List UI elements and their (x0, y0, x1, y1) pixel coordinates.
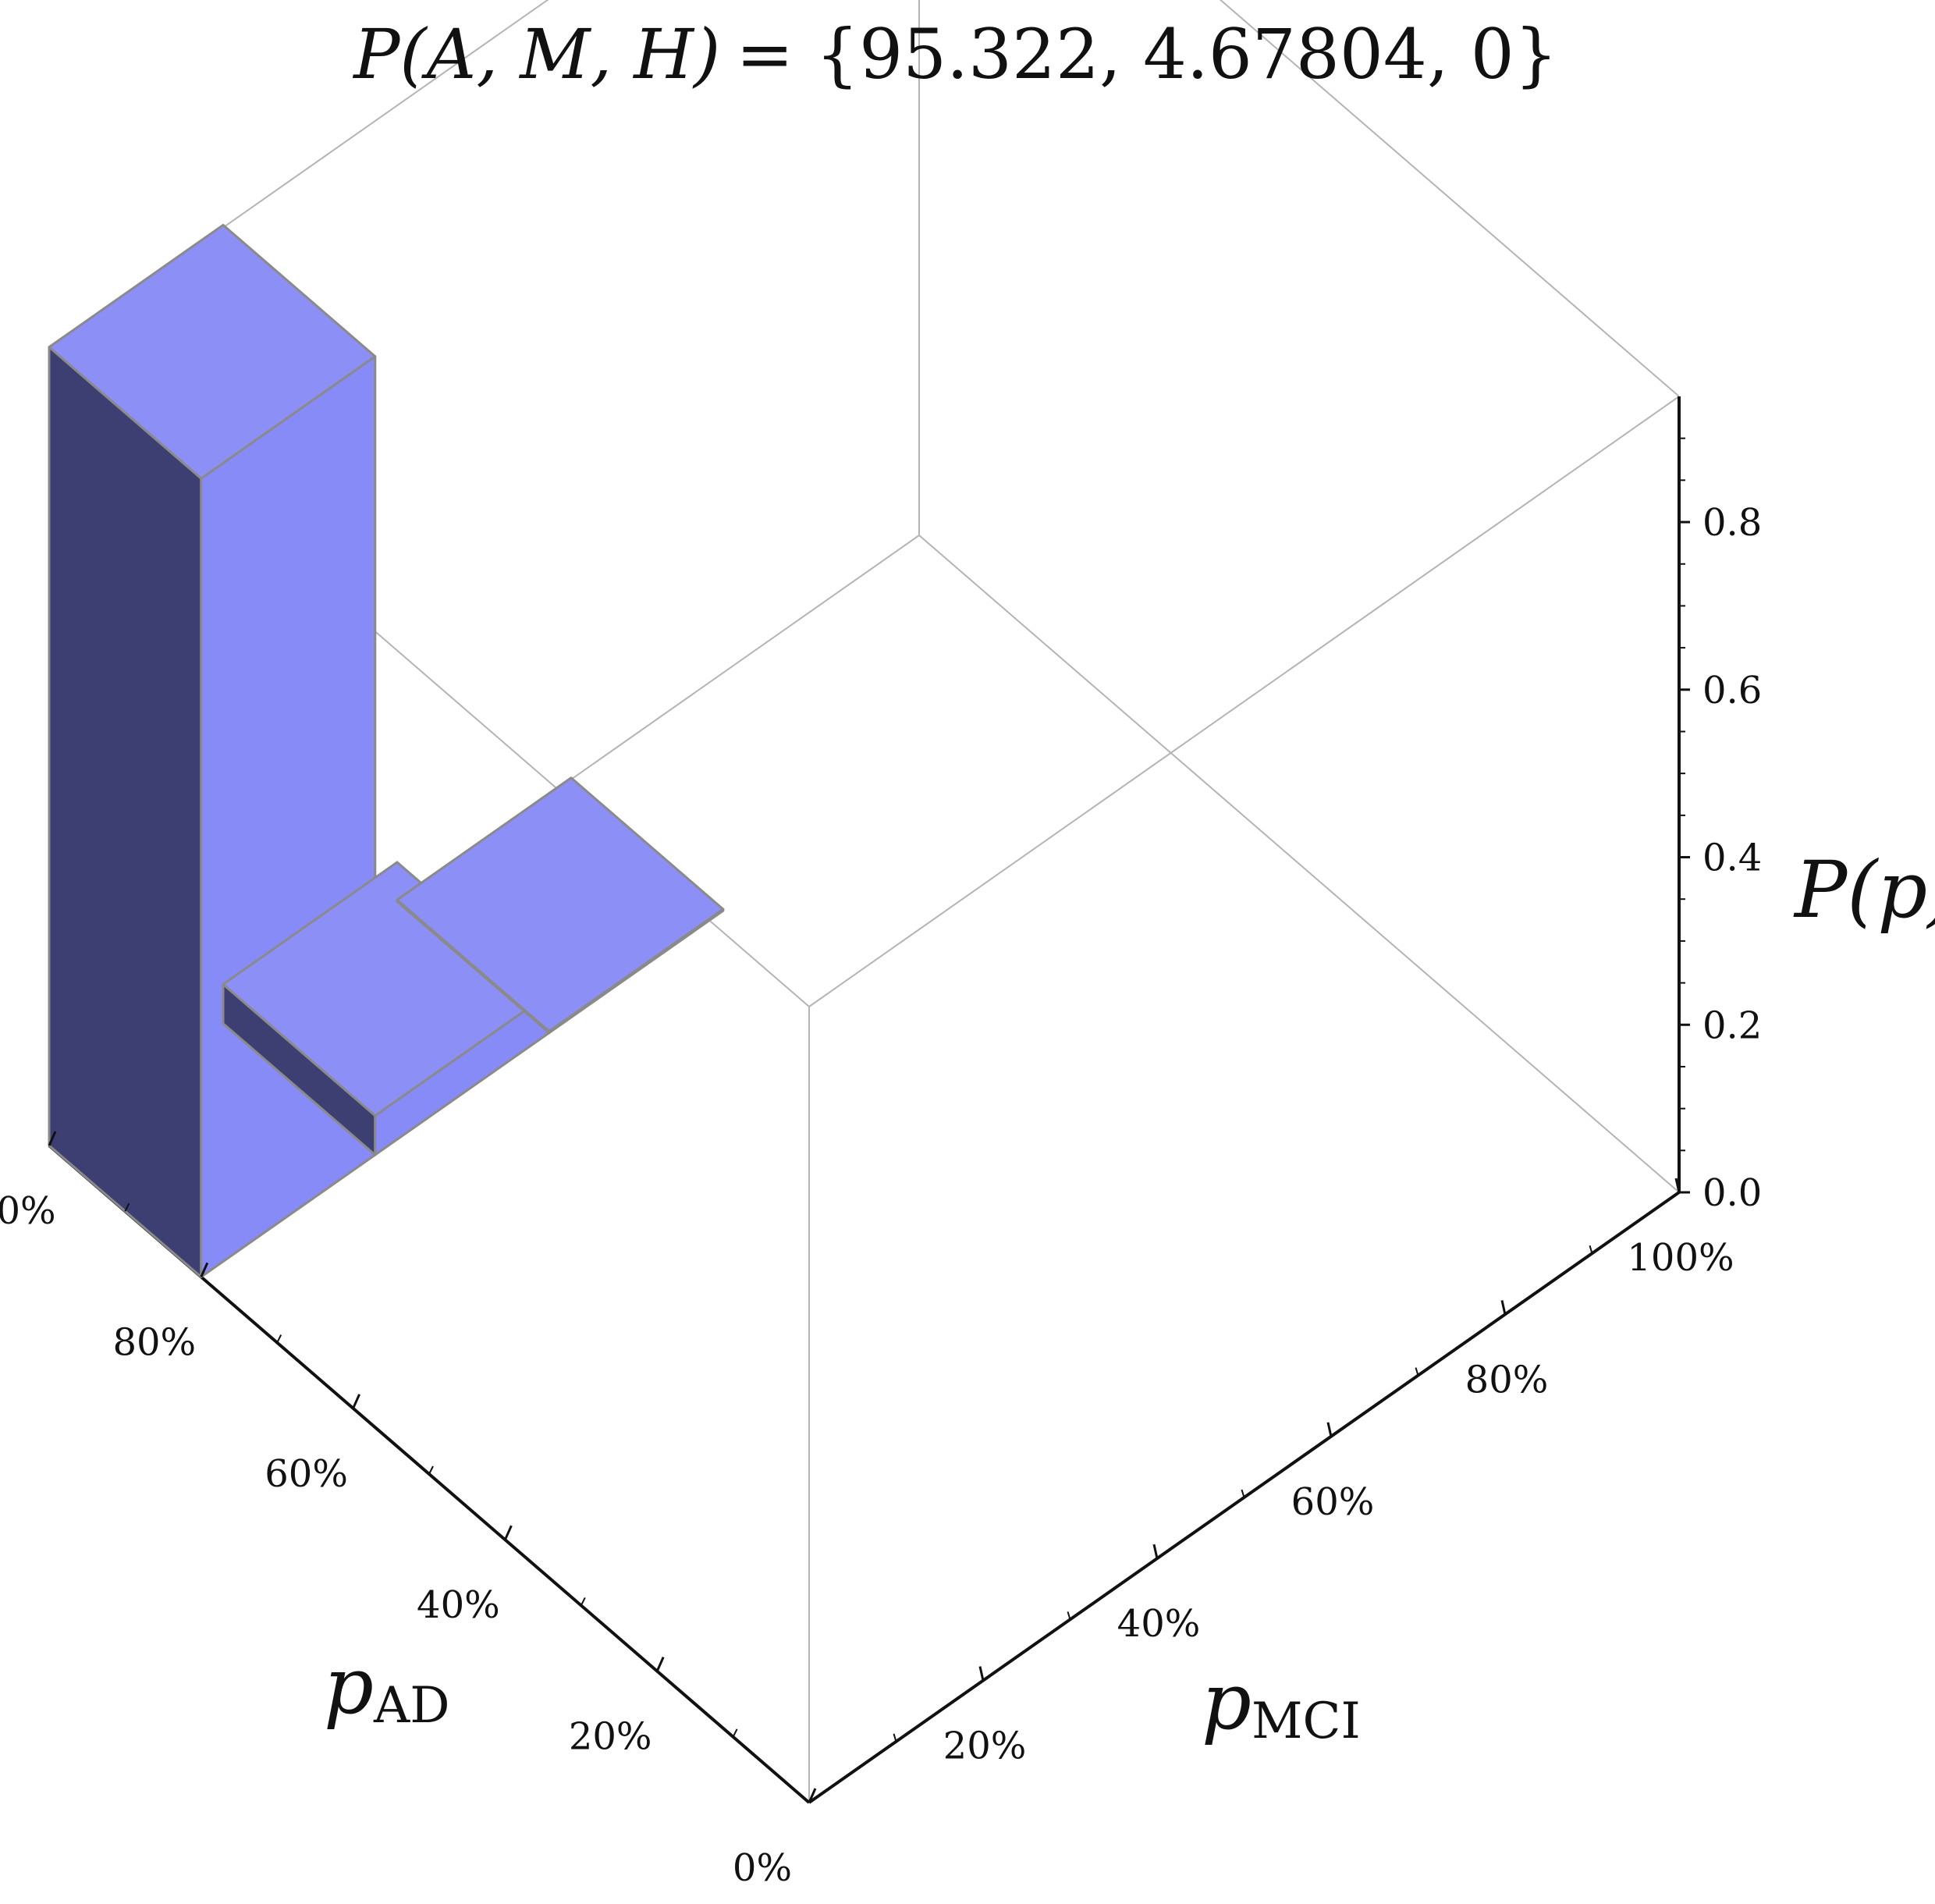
x-tick-mark (808, 1788, 817, 1803)
x-minor-tick (580, 1597, 586, 1606)
y-tick-mark (1326, 1422, 1333, 1437)
y-tick-mark (1152, 1543, 1159, 1559)
z-tick-label: 0.2 (1702, 1004, 1762, 1047)
x-minor-tick (276, 1334, 282, 1344)
chart-title-values: = {95.322, 4.67804, 0} (736, 14, 1557, 94)
x-minor-tick (428, 1465, 434, 1475)
x-tick-label: 80% (112, 1320, 196, 1364)
y-tick-label: 20% (943, 1725, 1027, 1768)
y-tick-label: 40% (1117, 1602, 1201, 1646)
y-tick-label: 60% (1291, 1480, 1375, 1524)
bar-side-face (48, 346, 203, 1278)
x-axis-label-sub: AD (373, 1677, 450, 1735)
bar (48, 223, 377, 1278)
y-axis-label-sub: MCI (1252, 1693, 1361, 1750)
x-tick-label: 0% (733, 1846, 792, 1890)
y-tick-label: 100% (1627, 1236, 1734, 1280)
y-minor-tick (1589, 1245, 1593, 1254)
x-tick-mark (504, 1525, 513, 1540)
x-tick-mark (48, 1131, 57, 1146)
bars-group (48, 223, 725, 1278)
box-edge (808, 396, 1680, 1007)
y-axis-label: pMCI (1202, 1656, 1361, 1750)
bar-top-face (48, 223, 377, 480)
y-minor-tick (1415, 1367, 1419, 1376)
x-axis-ticks: 0% 20% 40% 60% 80% 100% (0, 1131, 817, 1890)
x-tick-mark (655, 1656, 665, 1672)
chart-title: P(A, M, H) = {95.322, 4.67804, 0} (352, 14, 1558, 94)
z-tick-label: 0.0 (1702, 1171, 1762, 1215)
y-tick-mark (1674, 1178, 1681, 1193)
x-tick-label: 60% (265, 1452, 348, 1496)
y-tick-mark (1500, 1300, 1507, 1315)
z-tick-label: 0.4 (1702, 837, 1762, 880)
x-tick-label: 40% (417, 1583, 500, 1627)
chart-title-prefix: P(A, M, H) (352, 14, 720, 94)
y-minor-tick (893, 1733, 897, 1742)
bar-front-face (200, 355, 377, 1278)
x-minor-tick (124, 1202, 130, 1212)
x-tick-label: 100% (0, 1189, 56, 1233)
x-tick-label: 20% (569, 1715, 652, 1759)
box-edge (1219, 0, 1680, 397)
y-axis-ticks: 20% 40% 60% 80% 100% (893, 1178, 1734, 1768)
x-axis-label: pAD (324, 1640, 450, 1735)
z-axis-ticks: 0.0 0.2 0.4 0.6 0.8 (1679, 437, 1762, 1215)
z-tick-label: 0.8 (1702, 501, 1762, 545)
y-minor-tick (1241, 1489, 1245, 1498)
y-axis-label-main: p (1202, 1656, 1252, 1747)
box-edge (918, 535, 1680, 1193)
z-tick-label: 0.6 (1702, 669, 1762, 712)
y-minor-tick (1067, 1611, 1071, 1620)
y-tick-label: 80% (1465, 1358, 1549, 1401)
x-minor-tick (732, 1728, 738, 1738)
z-axis-label: P(p) (1793, 844, 1935, 936)
bar (396, 776, 725, 1035)
x-tick-mark (200, 1262, 209, 1278)
x-tick-mark (352, 1394, 360, 1409)
bar-top-face (396, 776, 725, 1033)
y-tick-mark (978, 1666, 985, 1681)
x-axis-label-main: p (324, 1640, 374, 1732)
